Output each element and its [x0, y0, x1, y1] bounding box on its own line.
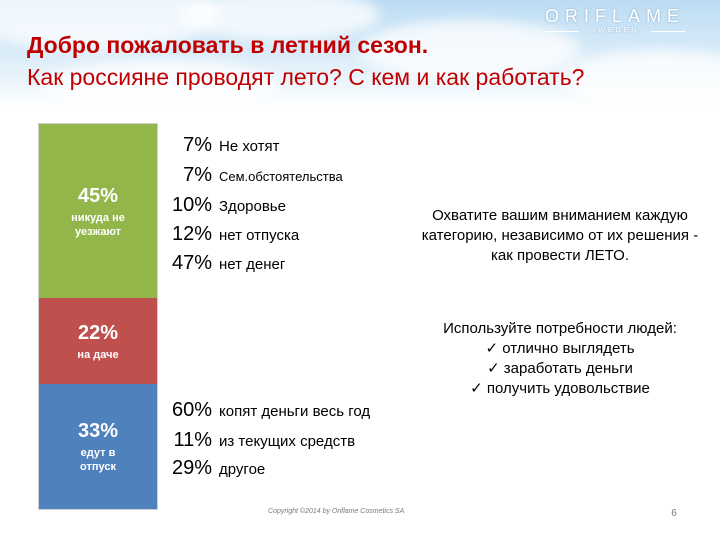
- cloud-decoration: [40, 60, 280, 108]
- needs-list: Используйте потребности людей: ✓ отлично…: [415, 319, 705, 399]
- header-banner: ORIFLAME SWEDEN Добро пожаловать в летни…: [0, 0, 720, 108]
- segment-dacha: 22% на даче: [38, 298, 158, 384]
- reason-text: нет отпуска: [219, 227, 300, 244]
- needs-item: ✓ получить удовольствие: [470, 380, 650, 397]
- reason-text: Здоровье: [219, 198, 286, 215]
- brand-subtitle: SWEDEN: [590, 27, 640, 34]
- reason-percent: 47%: [171, 252, 212, 274]
- cloud-decoration: [560, 50, 720, 108]
- page-title: Добро пожаловать в летний сезон.: [27, 32, 429, 58]
- funding-percent: 29%: [171, 457, 212, 479]
- funding-row: 11% из текущих средств: [165, 429, 355, 452]
- funding-text: копят деньги весь год: [219, 403, 371, 420]
- logo-rule-right: [651, 31, 685, 32]
- funding-percent: 60%: [171, 399, 212, 421]
- reason-row: 7% Сем.обстоятельства: [165, 164, 343, 187]
- funding-row: 29% другое: [165, 457, 265, 480]
- reason-percent: 10%: [171, 194, 212, 216]
- reason-row: 7% Не хотят: [165, 134, 280, 157]
- segment-stay-home: 45% никуда не уезжают: [38, 123, 158, 298]
- funding-text: из текущих средств: [219, 433, 356, 450]
- brand-logo: ORIFLAME: [544, 6, 685, 26]
- cloud-decoration: [360, 20, 580, 80]
- funding-text: другое: [219, 461, 266, 478]
- segment-label: едут в отпуск: [80, 447, 116, 473]
- reason-text: Не хотят: [219, 138, 280, 155]
- reason-row: 47% нет денег: [165, 252, 285, 275]
- segment-label: никуда не уезжают: [71, 211, 125, 238]
- coverage-note: Охватите вашим вниманием каждую категори…: [421, 207, 699, 264]
- needs-item: ✓ заработать деньги: [487, 360, 633, 377]
- page-number: 6: [671, 508, 677, 519]
- needs-heading: Используйте потребности людей:: [443, 320, 677, 337]
- page-subtitle: Как россияне проводят лето? С кем и как …: [27, 64, 585, 90]
- segment-label: на даче: [77, 348, 119, 361]
- segment-percent: 45%: [77, 184, 119, 207]
- needs-item: ✓ отлично выглядеть: [485, 340, 635, 357]
- cloud-decoration: [180, 0, 380, 40]
- reason-percent: 7%: [183, 164, 212, 186]
- reason-row: 12% нет отпуска: [165, 223, 299, 246]
- funding-percent: 11%: [173, 429, 212, 451]
- reason-text: нет денег: [219, 256, 286, 273]
- segment-percent: 22%: [77, 321, 119, 344]
- segment-vacation: 33% едут в отпуск: [38, 384, 158, 510]
- logo-rule-left: [545, 31, 579, 32]
- reason-percent: 12%: [171, 223, 212, 245]
- reason-row: 10% Здоровье: [165, 194, 286, 217]
- funding-row: 60% копят деньги весь год: [165, 399, 370, 422]
- reason-text: Сем.обстоятельства: [219, 169, 343, 184]
- segment-percent: 33%: [77, 420, 119, 442]
- reason-percent: 7%: [183, 134, 212, 156]
- copyright-text: Copyright ©2014 by Oriflame Cosmetics SA: [268, 508, 405, 515]
